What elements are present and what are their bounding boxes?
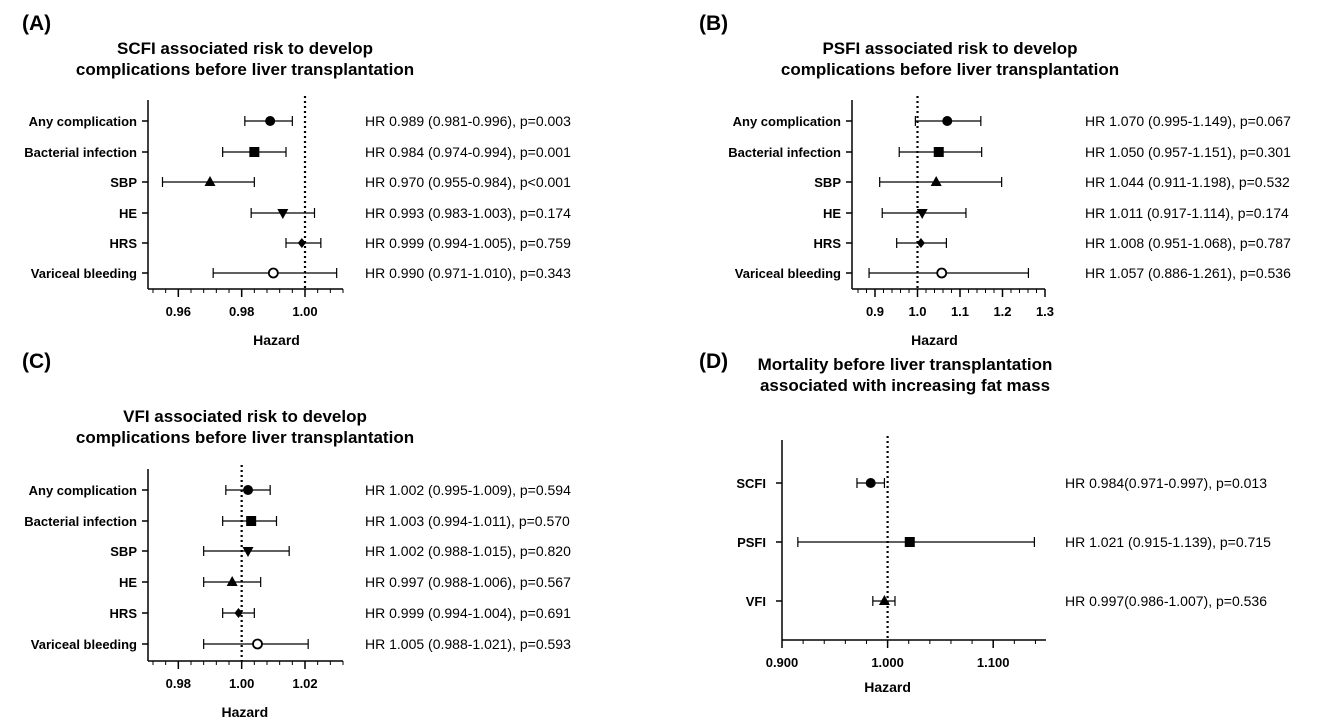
chart-title: SCFI associated risk to develop complica… [75,39,415,79]
hr-annotation: HR 0.990 (0.971-1.010), p=0.343 [365,265,571,281]
hr-annotation: HR 1.044 (0.911-1.198), p=0.532 [1085,174,1290,190]
hr-marker [246,516,257,526]
category-label: HRS [110,606,138,621]
hr-annotation: HR 0.984 (0.974-0.994), p=0.001 [365,144,571,160]
category-label: HE [119,575,137,590]
x-tick-label: 1.000 [871,655,904,670]
hr-annotation: HR 0.999 (0.994-1.005), p=0.759 [365,235,571,251]
x-tick-label: 1.0 [908,304,926,319]
x-tick-label: 1.00 [229,676,254,691]
hr-marker [243,485,253,495]
hr-marker [865,478,876,488]
category-label: HE [119,206,137,221]
hr-annotation: HR 0.997(0.986-1.007), p=0.536 [1065,593,1267,609]
hr-marker [942,116,953,126]
forest-plot: 0.98 1.00 1.02 Hazard Any complication HR 1.0… [24,465,571,720]
category-label: Any complication [733,114,841,129]
forest-plot: 0.9 1.0 1.1 1.2 1.3 Hazard Any complication HR … [728,96,1291,348]
x-tick-label: 1.2 [993,304,1011,319]
hr-annotation: HR 1.057 (0.886-1.261), p=0.536 [1085,265,1291,281]
hr-annotation: HR 0.970 (0.955-0.984), p<0.001 [365,174,571,190]
hr-annotation: HR 1.070 (0.995-1.149), p=0.067 [1085,113,1291,129]
hr-annotation: HR 1.050 (0.957-1.151), p=0.301 [1085,144,1291,160]
x-tick-label: 0.9 [866,304,884,319]
category-label: VFI [746,594,766,609]
x-axis-label: Hazard [221,704,268,720]
category-label: Bacterial infection [24,145,137,160]
x-tick-label: 0.900 [766,655,799,670]
category-label: PSFI [737,535,766,550]
chart-title: VFI associated risk to develop complicat… [75,407,415,447]
x-tick-label: 1.3 [1036,304,1054,319]
hr-annotation: HR 0.993 (0.983-1.003), p=0.174 [365,205,571,221]
hr-marker [916,238,925,248]
hr-marker [252,638,263,650]
hr-marker [930,176,942,186]
hr-marker [265,116,276,126]
x-tick-label: 1.1 [951,304,969,319]
category-label: Variceal bleeding [31,266,137,281]
x-axis-label: Hazard [911,332,958,348]
forest-plot: 0.96 0.98 1.00 Hazard Any complication HR 0.9… [24,96,571,348]
category-label: HRS [814,236,842,251]
category-label: SBP [814,175,841,190]
hr-marker [267,267,279,279]
panel-letter: (B) [699,12,729,35]
hr-marker [204,176,216,186]
hr-annotation: HR 1.008 (0.951-1.068), p=0.787 [1085,235,1291,251]
hr-annotation: HR 1.021 (0.915-1.139), p=0.715 [1065,534,1271,550]
category-label: Bacterial infection [24,514,137,529]
panel-letter: (D) [699,350,729,373]
hr-marker [878,595,890,605]
category-label: SBP [110,544,137,559]
x-tick-label: 1.100 [977,655,1010,670]
x-axis-label: Hazard [253,332,300,348]
x-axis-label: Hazard [864,679,911,695]
hr-annotation: HR 0.989 (0.981-0.996), p=0.003 [365,113,571,129]
hr-marker [904,537,915,547]
category-label: Variceal bleeding [735,266,841,281]
hr-marker [297,238,306,248]
hr-annotation: HR 1.011 (0.917-1.114), p=0.174 [1085,205,1289,221]
hr-marker [242,547,254,557]
hr-annotation: HR 1.005 (0.988-1.021), p=0.593 [365,636,571,652]
hr-annotation: HR 0.997 (0.988-1.006), p=0.567 [365,574,571,590]
forest-plot: 0.900 1.000 1.100 Hazard SCFI HR 0.984(0.971-… [736,436,1271,695]
hr-annotation: HR 0.999 (0.994-1.004), p=0.691 [365,605,571,621]
hr-marker [277,209,289,219]
category-label: Bacterial infection [728,145,841,160]
category-label: Any complication [29,483,137,498]
x-tick-label: 1.02 [292,676,317,691]
x-tick-label: 0.98 [229,304,254,319]
hr-annotation: HR 1.002 (0.988-1.015), p=0.820 [365,543,571,559]
hr-marker [933,147,944,157]
x-tick-label: 0.96 [166,304,191,319]
x-tick-label: 1.00 [292,304,317,319]
category-label: Any complication [29,114,137,129]
hr-marker [226,576,238,586]
category-label: Variceal bleeding [31,637,137,652]
category-label: HRS [110,236,138,251]
panel-letter: (A) [22,12,52,35]
panel-letter: (C) [22,350,52,373]
hr-marker [936,267,948,279]
hr-marker [234,608,243,618]
category-label: SCFI [736,476,766,491]
x-tick-label: 0.98 [166,676,191,691]
category-label: HE [823,206,841,221]
category-label: SBP [110,175,137,190]
hr-annotation: HR 1.002 (0.995-1.009), p=0.594 [365,482,571,498]
hr-marker [249,147,260,157]
hr-annotation: HR 0.984(0.971-0.997), p=0.013 [1065,475,1267,491]
hr-annotation: HR 1.003 (0.994-1.011), p=0.570 [365,513,570,529]
chart-title: Mortality before liver transplantation a… [757,355,1053,395]
hr-marker [916,209,928,219]
chart-title: PSFI associated risk to develop complica… [780,39,1120,79]
